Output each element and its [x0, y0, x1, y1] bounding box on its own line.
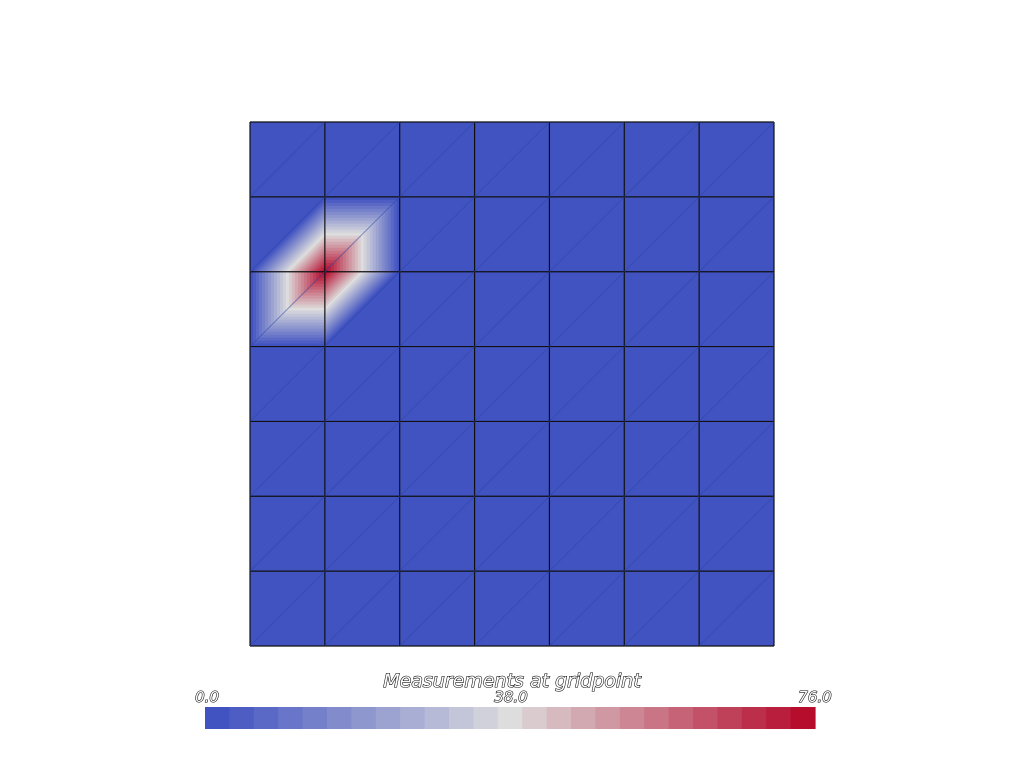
mesh-diagonal — [324, 121, 401, 198]
mesh-diagonals — [249, 121, 775, 647]
mesh-diagonal — [324, 570, 401, 647]
mesh-diagonal — [698, 570, 775, 647]
mesh-diagonal — [324, 196, 401, 273]
colorbar-band — [302, 707, 328, 729]
mesh-diagonal — [249, 421, 326, 497]
mesh-diagonal — [549, 570, 625, 647]
colorbar-band — [424, 707, 450, 729]
colorbar-band — [229, 707, 255, 729]
colorbar-band — [741, 707, 767, 729]
mesh-diagonal — [623, 121, 700, 198]
colorbar-band — [717, 707, 743, 729]
mesh-diagonal — [324, 495, 401, 572]
colorbar-band — [619, 707, 645, 729]
mesh-diagonal — [399, 570, 475, 647]
colorbar-band — [766, 707, 792, 729]
mesh-diagonal — [249, 495, 326, 572]
colorbar-tick-label-min: 0.0 — [195, 688, 219, 706]
mesh-diagonal — [249, 121, 326, 198]
colorbar-band — [327, 707, 352, 729]
colorbar-band — [253, 707, 279, 729]
mesh-diagonal — [698, 271, 775, 347]
colorbar: Measurements at gridpoint 0.0 38.0 76.0 — [195, 669, 832, 729]
mesh-diagonal — [249, 346, 326, 422]
mesh-diagonal — [623, 346, 700, 422]
mesh-diagonal — [474, 495, 550, 572]
mesh-grid — [249, 121, 775, 647]
mesh-diagonal — [474, 421, 550, 497]
colorbar-tick-label-mid: 38.0 — [494, 688, 527, 706]
mesh-diagonal — [698, 121, 775, 198]
mesh-diagonal — [549, 271, 625, 347]
colorbar-band — [693, 707, 718, 729]
mesh-diagonal — [623, 196, 700, 273]
colorbar-band — [497, 707, 523, 729]
mesh-diagonal — [399, 421, 475, 497]
mesh-diagonal — [249, 196, 326, 273]
colorbar-band — [449, 707, 474, 729]
mesh-diagonal — [549, 346, 625, 422]
colorbar-tick-label-max: 76.0 — [798, 688, 831, 706]
colorbar-band — [546, 707, 572, 729]
mesh-diagonal — [474, 271, 550, 347]
mesh-diagonal — [623, 271, 700, 347]
mesh-diagonal — [249, 271, 326, 347]
mesh-diagonal — [698, 346, 775, 422]
mesh-diagonal — [324, 346, 401, 422]
mesh-plot — [249, 121, 775, 647]
mesh-diagonal — [399, 121, 475, 198]
mesh-diagonal — [474, 346, 550, 422]
mesh-diagonal — [324, 421, 401, 497]
mesh-diagonal — [549, 495, 625, 572]
colorbar-band — [595, 707, 621, 729]
mesh-diagonal — [698, 196, 775, 273]
colorbar-band — [278, 707, 304, 729]
mesh-diagonal — [698, 495, 775, 572]
colorbar-band — [571, 707, 596, 729]
colorbar-band — [400, 707, 426, 729]
colorbar-band — [522, 707, 548, 729]
colorbar-band — [668, 707, 694, 729]
mesh-diagonal — [623, 421, 700, 497]
mesh-diagonal — [698, 421, 775, 497]
colorbar-bands — [205, 707, 816, 729]
mesh-diagonal — [474, 121, 550, 198]
mesh-diagonal — [623, 495, 700, 572]
colorbar-title: Measurements at gridpoint — [383, 670, 642, 692]
colorbar-band — [473, 707, 499, 729]
mesh-diagonal — [249, 570, 326, 647]
colorbar-band — [205, 707, 230, 729]
mesh-diagonal — [399, 346, 475, 422]
mesh-diagonal — [324, 271, 401, 347]
mesh-diagonal — [474, 570, 550, 647]
colorbar-band — [790, 707, 816, 729]
mesh-diagonal — [399, 495, 475, 572]
mesh-diagonal — [399, 196, 475, 273]
mesh-diagonal — [623, 570, 700, 647]
mesh-diagonal — [549, 121, 625, 198]
colorbar-band — [351, 707, 377, 729]
mesh-diagonal — [399, 271, 475, 347]
mesh-diagonal — [549, 196, 625, 273]
colorbar-band — [375, 707, 401, 729]
mesh-diagonal — [474, 196, 550, 273]
colorbar-band — [644, 707, 670, 729]
mesh-diagonal — [549, 421, 625, 497]
